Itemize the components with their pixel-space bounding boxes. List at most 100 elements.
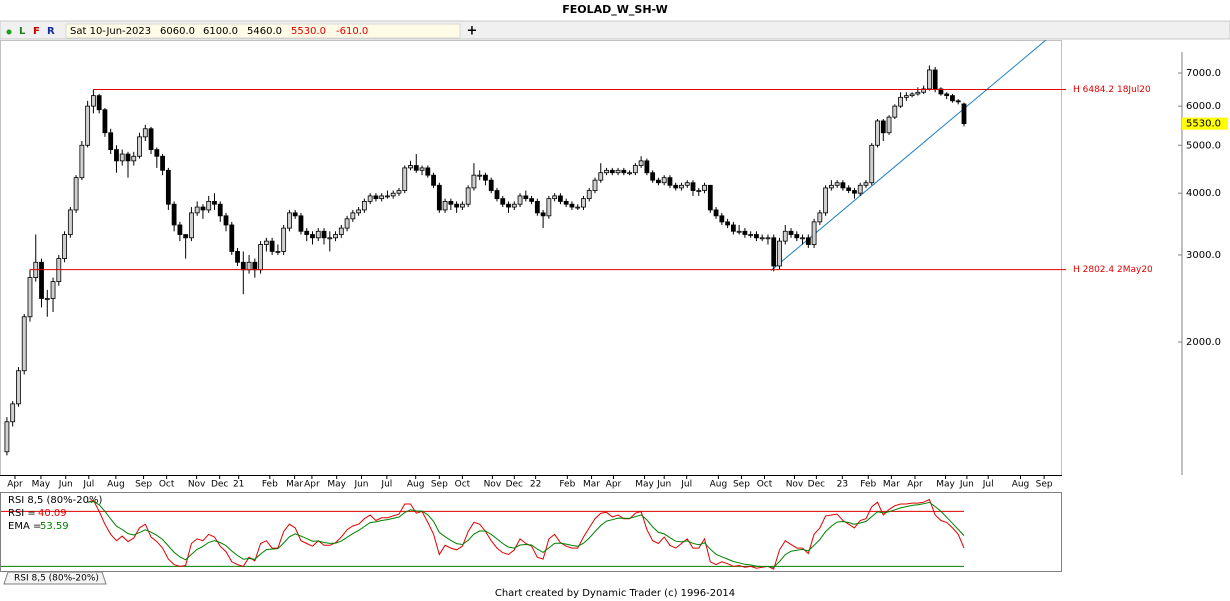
x-tick-label: Jul <box>680 480 692 490</box>
toolbar-high: 6100.0 <box>203 26 238 37</box>
candle-body <box>454 203 460 208</box>
candle-body <box>229 224 235 252</box>
x-tick-label: Nov <box>484 480 502 490</box>
candle-body <box>834 182 840 186</box>
candle-body <box>748 234 754 236</box>
candle-body <box>540 212 546 217</box>
candle-body <box>892 105 898 118</box>
candle-body <box>287 212 292 229</box>
candle-body <box>390 192 396 197</box>
add-button[interactable]: + <box>467 24 478 39</box>
candle-body <box>955 100 961 103</box>
horizontal-line-label: H 2802.4 2May20 <box>1073 265 1153 275</box>
candle-body <box>592 179 598 191</box>
candle-body <box>529 198 534 202</box>
candle-body <box>638 160 644 166</box>
x-tick-label: Feb <box>860 480 876 490</box>
x-tick-label: Sep <box>431 480 448 490</box>
candle-body <box>160 155 165 171</box>
candle-body <box>252 261 258 271</box>
candle-body <box>246 261 252 271</box>
price-tag <box>1182 117 1228 130</box>
candle-body <box>217 203 223 217</box>
toolbar-button[interactable]: L <box>19 26 26 37</box>
y-tick-label: 2000.0 <box>1186 337 1221 348</box>
candle-body <box>333 234 338 239</box>
candle-body <box>125 153 131 162</box>
candle-body <box>212 201 217 205</box>
candle-body <box>938 88 944 95</box>
candle-body <box>137 136 142 157</box>
candle-body <box>609 169 615 174</box>
candle-body <box>315 230 321 239</box>
candle-body <box>171 203 177 226</box>
y-tick-label: 5000.0 <box>1186 140 1221 151</box>
chart-title: FEOLAD_W_SH-W <box>562 3 668 16</box>
candle-body <box>667 177 673 186</box>
candle-body <box>817 212 823 223</box>
candle-body <box>696 190 702 192</box>
candle-body <box>321 230 327 239</box>
candle-body <box>828 184 834 189</box>
candle-body <box>811 221 817 245</box>
toolbar-button[interactable]: R <box>47 26 55 37</box>
candle-body <box>656 179 661 184</box>
candle-body <box>511 203 517 208</box>
candle-body <box>471 174 477 189</box>
candle-body <box>4 421 10 453</box>
candle-body <box>356 209 362 214</box>
candle-body <box>586 190 592 200</box>
candle-body <box>459 203 465 208</box>
horizontal-line-label: H 6484.2 18Jul20 <box>1073 85 1151 95</box>
candle-body <box>857 184 863 194</box>
candle-body <box>898 96 903 107</box>
candle-body <box>604 169 609 174</box>
candle-body <box>275 251 281 253</box>
candle-body <box>373 195 379 200</box>
candle-body <box>719 215 725 223</box>
candle-body <box>367 195 373 202</box>
candle-body <box>310 234 315 239</box>
candle-body <box>644 160 650 174</box>
tab-label[interactable]: RSI 8,5 (80%-20%) <box>14 574 99 584</box>
x-tick-label: Dec <box>506 480 523 490</box>
candle-body <box>194 206 200 214</box>
candle-body <box>840 182 846 189</box>
candle-body <box>673 184 679 189</box>
candle-body <box>926 69 932 90</box>
candle-body <box>292 212 298 217</box>
toolbar-low: 5460.0 <box>247 26 282 37</box>
toolbar-button[interactable]: F <box>33 26 40 37</box>
candle-body <box>598 172 604 181</box>
candle-body <box>165 169 171 205</box>
x-tick-label: Apr <box>304 480 320 490</box>
candle-body <box>506 203 511 208</box>
candle-body <box>517 195 523 205</box>
tab[interactable] <box>3 571 107 585</box>
candle-body <box>575 206 581 209</box>
candle-body <box>21 316 27 372</box>
candle-body <box>442 201 448 211</box>
candle-body <box>713 209 719 217</box>
candle-body <box>534 201 540 214</box>
candle-body <box>91 95 96 107</box>
candle-body <box>465 187 471 205</box>
toolbar-change: -610.0 <box>336 26 368 37</box>
candle-body <box>269 240 275 252</box>
x-tick-label: Aug <box>407 480 425 490</box>
candle-body <box>119 153 125 162</box>
candle-body <box>777 240 782 267</box>
candle-body <box>419 167 425 171</box>
candle-body <box>413 165 419 171</box>
candle-body <box>782 230 788 242</box>
candle-body <box>131 155 137 162</box>
x-tick-label: Aug <box>710 480 728 490</box>
candle-body <box>707 184 713 211</box>
x-tick-label: Nov <box>188 480 206 490</box>
price-tag-label: 5530.0 <box>1186 119 1221 130</box>
candle-body <box>27 277 33 318</box>
x-tick-label: Apr <box>907 480 923 490</box>
candle-body <box>200 206 206 211</box>
